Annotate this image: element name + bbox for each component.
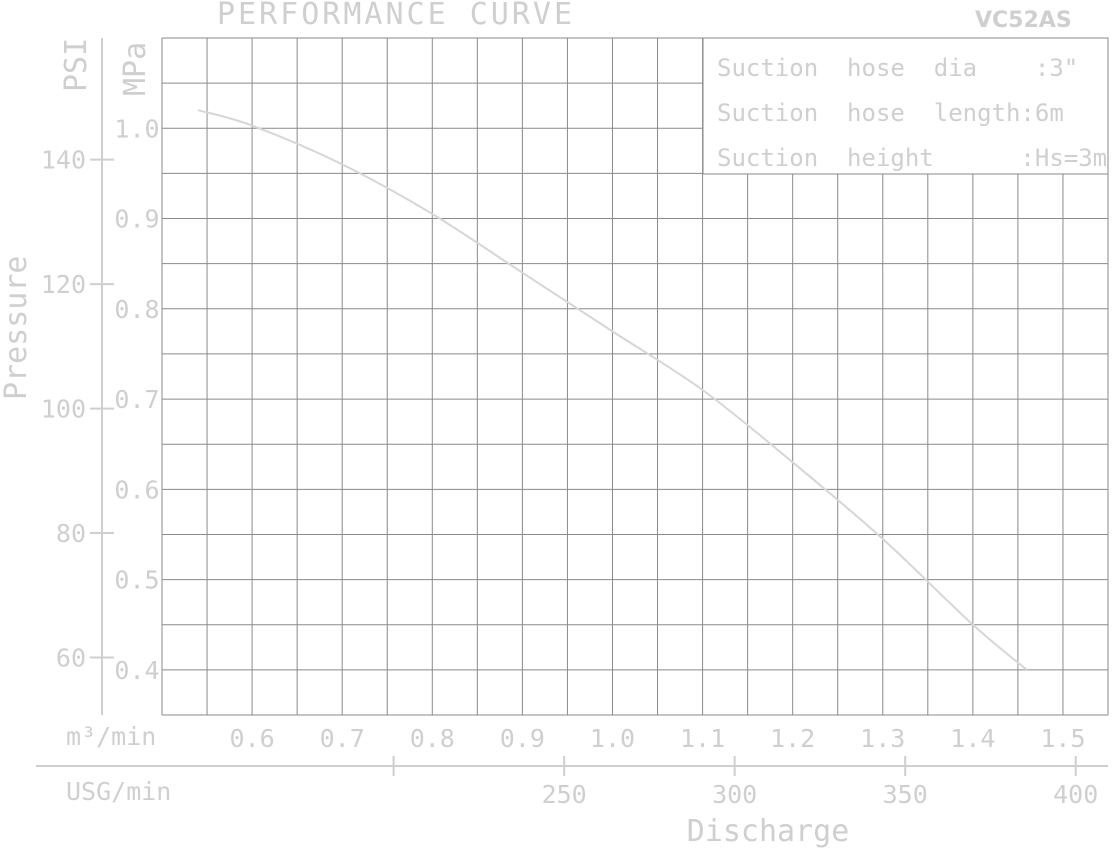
usg-tick-label: 400 [1053, 780, 1098, 809]
usg-tick-label: 350 [883, 780, 928, 809]
x-tick-label: 1.3 [860, 724, 905, 753]
psi-tick-label: 140 [41, 146, 86, 175]
axes [36, 38, 1108, 767]
x-tick-label: 1.0 [590, 724, 635, 753]
mpa-unit-label: MPa [118, 42, 153, 96]
psi-tick-label: 80 [56, 519, 86, 548]
usg-tick-label: 250 [542, 780, 587, 809]
annotation-box [702, 37, 1109, 175]
y-tick-label: 0.7 [114, 385, 159, 414]
annotation-hose-dia: Suction hose dia :3" [717, 54, 1078, 82]
tick-labels: 0.4 0.5 0.6 0.7 0.8 0.9 1.0 60 80 100 120 140 0.6 0.7… [41, 114, 1098, 809]
x-tick-label: 0.6 [230, 724, 275, 753]
x-axis-title: Discharge [687, 814, 850, 849]
series-layer [197, 109, 1028, 671]
y-tick-label: 0.4 [114, 656, 159, 685]
usg-tick-label: 300 [712, 780, 757, 809]
x-tick-label: 1.5 [1040, 724, 1085, 753]
x-secondary-unit-label: USG/min [66, 777, 171, 806]
annotation-hose-length: Suction hose length:6m [717, 99, 1064, 127]
x-tick-label: 1.1 [680, 724, 725, 753]
x-tick-label: 0.9 [500, 724, 545, 753]
performance-curve-line [197, 109, 1028, 671]
x-primary-unit-label: m³/min [66, 722, 156, 751]
y-tick-label: 0.9 [114, 205, 159, 234]
x-tick-label: 1.2 [770, 724, 815, 753]
chart-title: PERFORMANCE CURVE [217, 0, 575, 32]
y-tick-label: 0.8 [114, 295, 159, 324]
y-axis-title: Pressure [0, 256, 34, 401]
psi-tick-label: 60 [56, 644, 86, 673]
psi-tick-label: 100 [41, 395, 86, 424]
x-tick-label: 0.8 [410, 724, 455, 753]
y-tick-label: 0.6 [114, 475, 159, 504]
x-tick-label: 0.7 [320, 724, 365, 753]
x-tick-label: 1.4 [950, 724, 995, 753]
y-tick-label: 0.5 [114, 566, 159, 595]
annotation-suction-height: Suction height :Hs=3m [717, 144, 1107, 172]
psi-tick-label: 120 [41, 270, 86, 299]
model-label: VC52AS [975, 8, 1072, 33]
psi-unit-label: PSI [59, 38, 94, 92]
y-tick-label: 1.0 [114, 114, 159, 143]
